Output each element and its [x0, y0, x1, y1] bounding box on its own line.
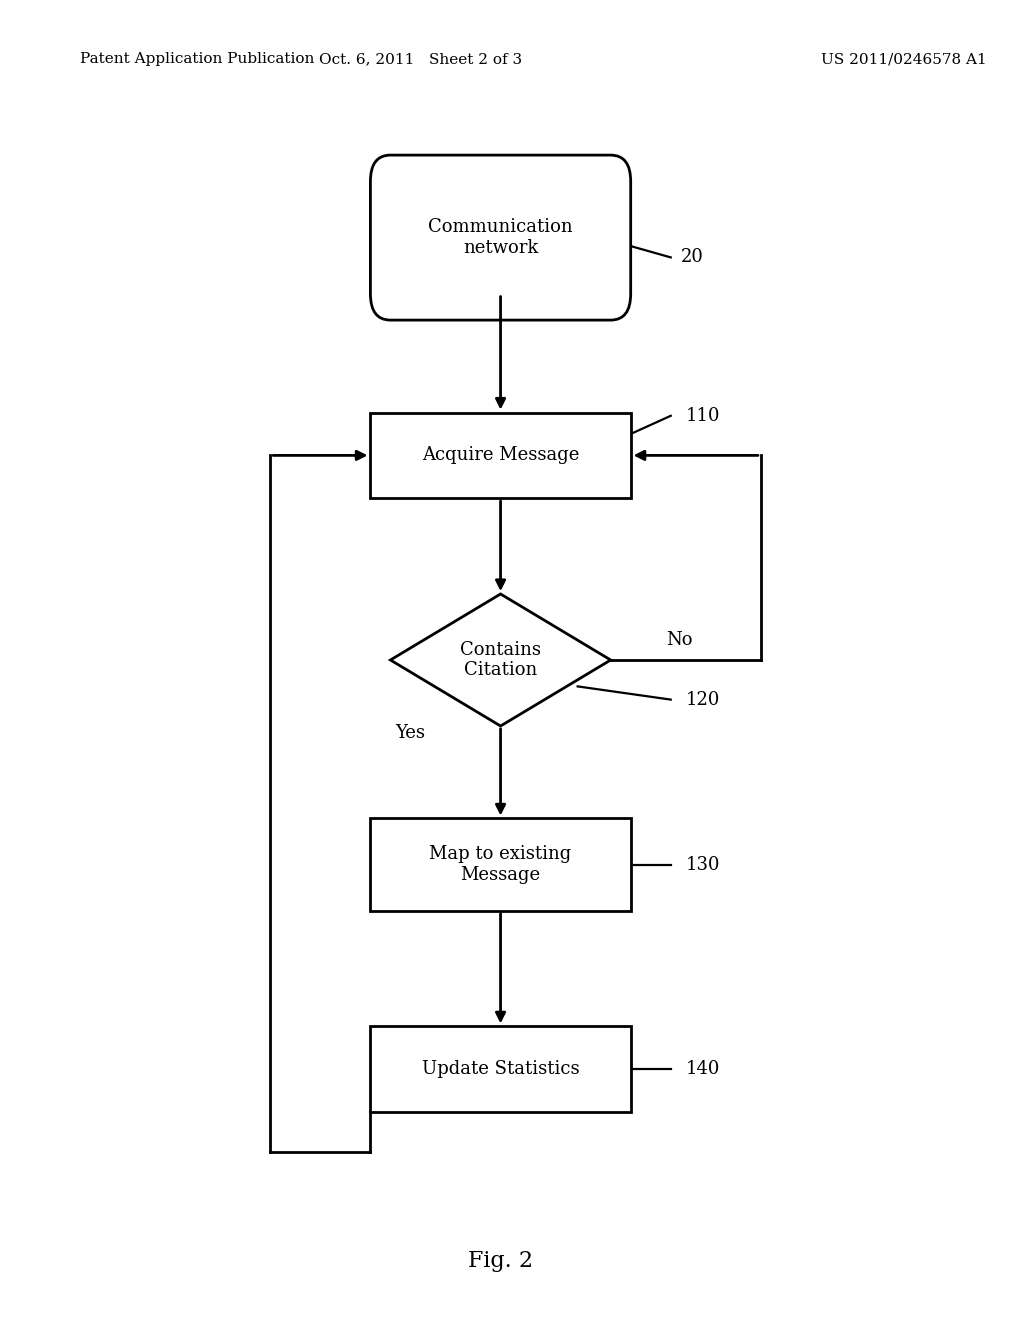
Text: Fig. 2: Fig. 2	[468, 1250, 534, 1271]
FancyBboxPatch shape	[371, 156, 631, 321]
Text: Acquire Message: Acquire Message	[422, 446, 580, 465]
Text: Yes: Yes	[395, 723, 425, 742]
Text: Communication
network: Communication network	[428, 218, 572, 257]
Text: US 2011/0246578 A1: US 2011/0246578 A1	[821, 53, 987, 66]
Text: 20: 20	[681, 248, 703, 267]
Bar	[371, 412, 631, 498]
Text: No: No	[666, 631, 692, 649]
Text: Contains
Citation: Contains Citation	[460, 640, 541, 680]
Text: Patent Application Publication: Patent Application Publication	[80, 53, 314, 66]
Text: 120: 120	[686, 690, 720, 709]
Bar	[371, 1027, 631, 1111]
Text: Oct. 6, 2011   Sheet 2 of 3: Oct. 6, 2011 Sheet 2 of 3	[318, 53, 522, 66]
Bar	[371, 818, 631, 911]
Text: 110: 110	[686, 407, 720, 425]
Text: 130: 130	[686, 855, 720, 874]
Polygon shape	[390, 594, 610, 726]
Text: Update Statistics: Update Statistics	[422, 1060, 580, 1078]
Text: Map to existing
Message: Map to existing Message	[429, 845, 571, 884]
Text: 140: 140	[686, 1060, 720, 1078]
